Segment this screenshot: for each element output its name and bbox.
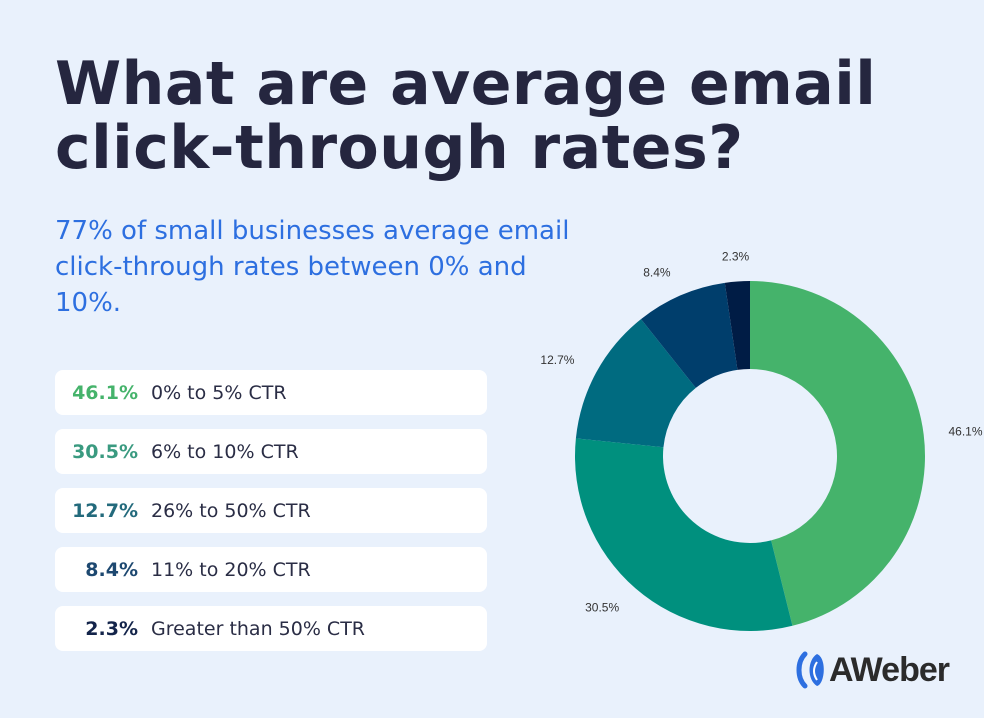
data-label: 30.5% [585, 600, 619, 614]
data-label: 8.4% [643, 265, 671, 279]
donut-slice [750, 281, 926, 626]
legend-value: 2.3% [85, 617, 138, 640]
aweber-logo-text: AWeber [829, 650, 950, 689]
subtitle: 77% of small businesses average email cl… [55, 216, 570, 318]
legend: 46.1% 0% to 5% CTR 30.5% 6% to 10% CTR 12.… [55, 370, 487, 665]
page-title: What are average email click-through rat… [55, 49, 877, 183]
legend-label: Greater than 50% CTR [151, 617, 366, 640]
legend-value: 30.5% [72, 440, 138, 463]
legend-value: 12.7% [72, 499, 138, 522]
legend-item: 2.3% Greater than 50% CTR [55, 606, 487, 651]
aweber-logo-icon [796, 651, 824, 689]
legend-label: 6% to 10% CTR [151, 440, 299, 463]
donut-slice [575, 319, 696, 448]
data-label: 46.1% [949, 425, 983, 439]
data-label: 12.7% [540, 353, 574, 367]
legend-item: 8.4% 11% to 20% CTR [55, 547, 487, 592]
legend-value: 46.1% [72, 381, 138, 404]
donut-slice [724, 281, 750, 370]
legend-item: 46.1% 0% to 5% CTR [55, 370, 487, 415]
aweber-logo: AWeber [795, 650, 950, 690]
legend-item: 30.5% 6% to 10% CTR [55, 429, 487, 474]
legend-label: 0% to 5% CTR [151, 381, 287, 404]
data-label: 2.3% [722, 250, 750, 264]
donut-slice [575, 438, 793, 631]
legend-label: 26% to 50% CTR [151, 499, 311, 522]
legend-value: 8.4% [85, 558, 138, 581]
legend-label: 11% to 20% CTR [151, 558, 311, 581]
legend-item: 12.7% 26% to 50% CTR [55, 488, 487, 533]
donut-slice [641, 282, 738, 388]
